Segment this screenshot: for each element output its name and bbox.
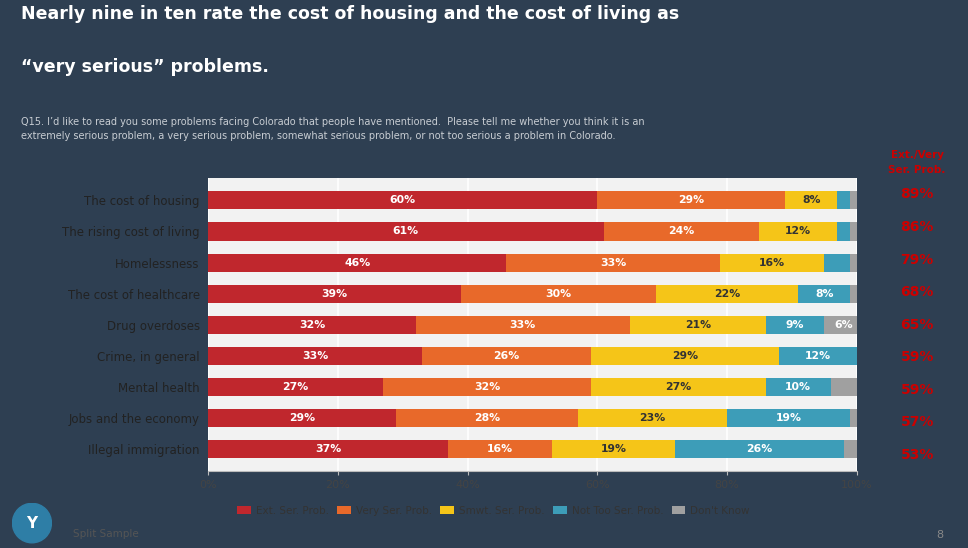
- Text: 32%: 32%: [474, 382, 500, 392]
- Bar: [604, 222, 760, 241]
- Bar: [825, 254, 850, 272]
- Text: 24%: 24%: [669, 226, 695, 237]
- Text: 27%: 27%: [665, 382, 691, 392]
- Bar: [208, 191, 597, 209]
- Text: 65%: 65%: [900, 318, 934, 332]
- Text: 33%: 33%: [302, 351, 328, 361]
- Bar: [208, 440, 448, 458]
- Bar: [727, 409, 850, 427]
- Text: 32%: 32%: [299, 319, 325, 330]
- Text: 33%: 33%: [509, 319, 536, 330]
- Bar: [208, 222, 604, 241]
- Legend: Ext. Ser. Prob., Very Ser. Prob., Smwt. Ser. Prob., Not Too Ser. Prob., Don't Kn: Ext. Ser. Prob., Very Ser. Prob., Smwt. …: [233, 501, 754, 520]
- Text: 9%: 9%: [786, 319, 804, 330]
- Text: 8%: 8%: [815, 289, 833, 299]
- Text: 60%: 60%: [390, 196, 415, 206]
- Bar: [208, 254, 506, 272]
- Bar: [850, 222, 857, 241]
- Bar: [208, 378, 383, 396]
- Text: 12%: 12%: [785, 226, 811, 237]
- Bar: [590, 347, 779, 365]
- Bar: [655, 284, 799, 302]
- Text: 53%: 53%: [900, 448, 934, 462]
- Bar: [766, 316, 825, 334]
- Text: 16%: 16%: [759, 258, 785, 267]
- Bar: [448, 440, 552, 458]
- Text: Ser. Prob.: Ser. Prob.: [889, 165, 946, 175]
- Text: Ext./Very: Ext./Very: [891, 150, 944, 160]
- Text: 59%: 59%: [900, 350, 934, 364]
- Circle shape: [13, 503, 51, 543]
- Text: 12%: 12%: [804, 351, 831, 361]
- Text: 86%: 86%: [900, 220, 934, 234]
- Bar: [208, 409, 396, 427]
- Bar: [779, 347, 857, 365]
- Text: 33%: 33%: [600, 258, 626, 267]
- Bar: [578, 409, 727, 427]
- Bar: [629, 316, 766, 334]
- Text: 8: 8: [937, 530, 944, 540]
- Text: 27%: 27%: [283, 382, 309, 392]
- Bar: [506, 254, 720, 272]
- Bar: [799, 284, 850, 302]
- Bar: [720, 254, 825, 272]
- Bar: [850, 409, 857, 427]
- Text: 26%: 26%: [746, 444, 772, 454]
- Bar: [208, 284, 461, 302]
- Text: 68%: 68%: [900, 285, 934, 299]
- Text: 57%: 57%: [900, 415, 934, 430]
- Text: 21%: 21%: [684, 319, 711, 330]
- Bar: [675, 440, 844, 458]
- Bar: [837, 191, 850, 209]
- Bar: [396, 409, 578, 427]
- Text: “very serious” problems.: “very serious” problems.: [21, 59, 269, 77]
- Bar: [766, 378, 831, 396]
- Bar: [422, 347, 590, 365]
- Bar: [415, 316, 630, 334]
- Text: 29%: 29%: [672, 351, 698, 361]
- Text: Y: Y: [26, 516, 38, 530]
- Bar: [844, 440, 857, 458]
- Text: 26%: 26%: [494, 351, 520, 361]
- Text: 30%: 30%: [545, 289, 571, 299]
- Bar: [461, 284, 655, 302]
- Text: 8%: 8%: [802, 196, 821, 206]
- Text: 10%: 10%: [785, 382, 811, 392]
- Text: Nearly nine in ten rate the cost of housing and the cost of living as: Nearly nine in ten rate the cost of hous…: [21, 5, 680, 23]
- Bar: [208, 316, 415, 334]
- Bar: [590, 378, 766, 396]
- Text: 79%: 79%: [900, 253, 934, 266]
- Text: 46%: 46%: [345, 258, 371, 267]
- Bar: [850, 254, 857, 272]
- Text: 89%: 89%: [900, 187, 934, 201]
- Text: 29%: 29%: [289, 413, 316, 423]
- Text: 37%: 37%: [315, 444, 342, 454]
- Text: 28%: 28%: [474, 413, 500, 423]
- Bar: [760, 222, 837, 241]
- Text: Q15. I’d like to read you some problems facing Colorado that people have mention: Q15. I’d like to read you some problems …: [21, 117, 645, 141]
- Text: 39%: 39%: [321, 289, 348, 299]
- Text: Split Sample: Split Sample: [73, 529, 138, 539]
- Text: 19%: 19%: [775, 413, 802, 423]
- Text: 19%: 19%: [600, 444, 626, 454]
- Text: 22%: 22%: [713, 289, 741, 299]
- Bar: [850, 191, 857, 209]
- Bar: [597, 191, 785, 209]
- Text: 6%: 6%: [834, 319, 853, 330]
- Bar: [383, 378, 590, 396]
- Bar: [837, 222, 850, 241]
- Text: 29%: 29%: [679, 196, 705, 206]
- Bar: [785, 191, 837, 209]
- Bar: [831, 378, 857, 396]
- Text: 61%: 61%: [393, 226, 419, 237]
- Bar: [825, 316, 863, 334]
- Bar: [850, 284, 857, 302]
- Bar: [552, 440, 675, 458]
- Text: 59%: 59%: [900, 383, 934, 397]
- Text: 16%: 16%: [487, 444, 513, 454]
- Text: 23%: 23%: [639, 413, 666, 423]
- Bar: [208, 347, 422, 365]
